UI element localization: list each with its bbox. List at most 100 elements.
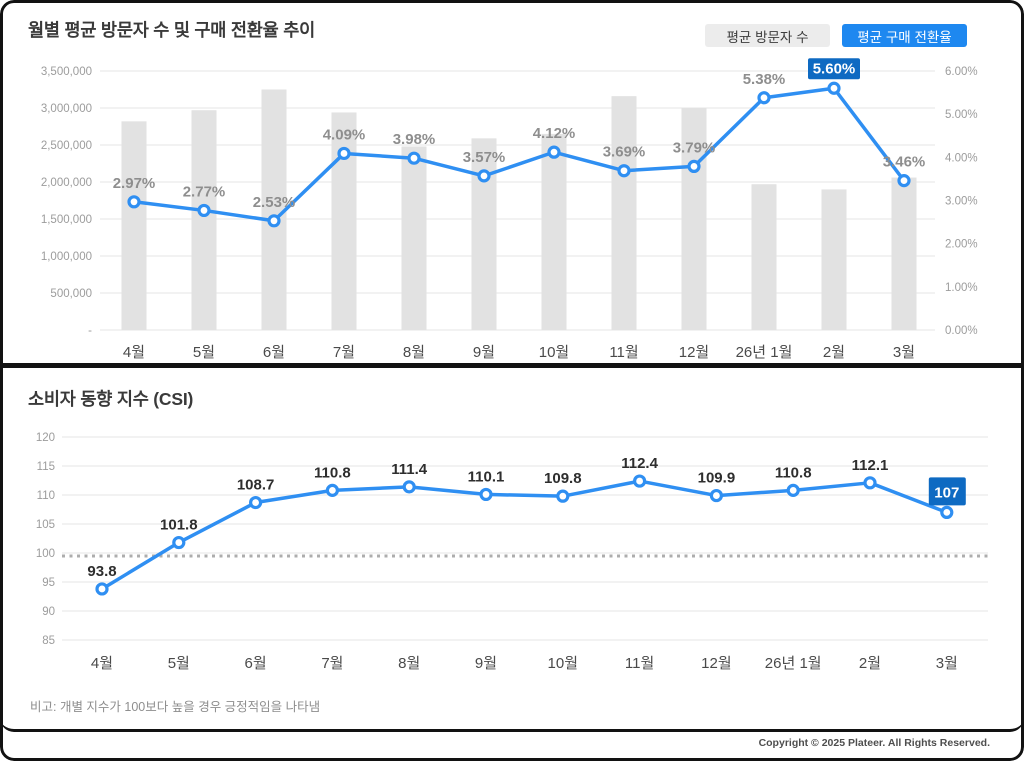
- x-axis-label: 10월: [548, 655, 579, 672]
- conversion-point[interactable]: [337, 146, 351, 161]
- x-axis-label: 5월: [168, 655, 190, 672]
- visitors-bar[interactable]: [191, 110, 217, 330]
- csi-label: 109.9: [698, 470, 736, 487]
- section-divider: [0, 363, 1024, 368]
- left-axis-tick: -: [88, 325, 92, 337]
- x-axis-label: 26년 1월: [736, 344, 793, 361]
- conversion-point[interactable]: [127, 195, 141, 209]
- right-axis-tick: 3.00%: [945, 196, 978, 208]
- x-axis-label: 9월: [473, 344, 495, 361]
- right-axis-tick: 0.00%: [945, 325, 978, 337]
- visitors-conversion-chart: 3,500,000 3,000,000 2,500,000 2,000,000 1,50…: [41, 58, 978, 361]
- conversion-label: 3.46%: [883, 154, 926, 171]
- csi-label: 109.8: [544, 470, 582, 487]
- x-axis-label: 8월: [403, 344, 425, 361]
- visitors-bar[interactable]: [681, 108, 707, 330]
- x-axis-label: 10월: [539, 344, 570, 361]
- conversion-point[interactable]: [407, 151, 421, 165]
- csi-point[interactable]: [95, 582, 109, 596]
- y-axis-tick: 95: [42, 577, 55, 589]
- visitors-bar[interactable]: [401, 146, 427, 330]
- copyright-text: Copyright © 2025 Plateer. All Rights Res…: [758, 737, 990, 749]
- csi-point[interactable]: [863, 476, 877, 490]
- left-axis-tick: 1,500,000: [41, 214, 92, 226]
- x-axis-label: 9월: [475, 655, 497, 672]
- left-axis-tick: 3,500,000: [41, 66, 92, 78]
- csi-point[interactable]: [249, 495, 263, 510]
- visitors-conversion-chart-title: 월별 평균 방문자 수 및 구매 전환율 추이: [28, 20, 316, 40]
- right-axis-tick: 4.00%: [945, 152, 978, 164]
- conversion-label: 4.09%: [323, 126, 366, 143]
- x-axis-label: 6월: [245, 655, 267, 672]
- csi-label: 110.8: [314, 464, 351, 481]
- csi-point[interactable]: [556, 489, 570, 503]
- legend-conversion-button[interactable]: 평균 구매 전환율: [842, 24, 967, 47]
- csi-point[interactable]: [402, 480, 416, 494]
- conversion-label: 2.97%: [113, 175, 156, 192]
- left-axis-tick: 1,000,000: [41, 251, 92, 263]
- conversion-point[interactable]: [617, 164, 631, 178]
- conversion-point[interactable]: [477, 169, 491, 183]
- csi-point[interactable]: [632, 474, 647, 488]
- visitors-bar[interactable]: [471, 138, 497, 330]
- conversion-point[interactable]: [757, 91, 771, 105]
- visitors-bar[interactable]: [751, 184, 777, 330]
- x-axis-label: 12월: [701, 655, 732, 672]
- y-axis-tick: 90: [42, 606, 55, 618]
- visitors-bar[interactable]: [891, 177, 917, 330]
- y-axis-tick: 85: [42, 635, 55, 647]
- visitors-bar[interactable]: [821, 189, 847, 330]
- x-axis-label: 6월: [263, 344, 285, 361]
- x-axis-label: 26년 1월: [765, 655, 822, 672]
- conversion-point[interactable]: [827, 81, 841, 95]
- csi-point[interactable]: [786, 483, 800, 497]
- csi-line: [101, 479, 948, 591]
- legend-visitors-button[interactable]: 평균 방문자 수: [705, 24, 830, 47]
- y-axis-tick: 105: [36, 519, 55, 531]
- csi-point[interactable]: [479, 487, 493, 502]
- csi-point[interactable]: [940, 505, 954, 520]
- conversion-point[interactable]: [687, 159, 701, 173]
- right-axis-tick: 5.00%: [945, 109, 978, 121]
- conversion-point[interactable]: [267, 214, 281, 228]
- csi-point[interactable]: [172, 535, 186, 550]
- csi-label: 110.8: [775, 464, 812, 481]
- right-axis-tick: 1.00%: [945, 282, 978, 294]
- visitors-bar[interactable]: [331, 112, 357, 330]
- conversion-point[interactable]: [197, 203, 211, 218]
- conversion-label: 3.57%: [463, 149, 506, 166]
- x-axis-label: 2월: [823, 344, 845, 361]
- y-axis-tick: 110: [37, 490, 55, 502]
- conversion-label: 3.98%: [393, 131, 436, 148]
- csi-point[interactable]: [709, 488, 724, 503]
- right-axis-tick: 6.00%: [945, 66, 978, 78]
- left-axis-tick: 2,500,000: [41, 140, 92, 152]
- left-axis-tick: 3,000,000: [41, 103, 92, 115]
- csi-chart-title: 소비자 동향 지수 (CSI): [28, 389, 194, 409]
- x-axis-label: 3월: [893, 344, 915, 361]
- x-axis-label: 11월: [609, 344, 638, 361]
- conversion-line: [133, 86, 906, 223]
- csi-label: 111.4: [391, 461, 428, 478]
- csi-point[interactable]: [325, 483, 339, 497]
- visitors-bar[interactable]: [261, 89, 287, 331]
- csi-label: 112.1: [852, 457, 889, 474]
- highlight-label-box: [928, 477, 966, 506]
- csi-label: 112.4: [621, 455, 658, 472]
- x-axis-label: 5월: [193, 344, 215, 361]
- visitors-bar[interactable]: [541, 133, 567, 330]
- visitors-bar[interactable]: [611, 96, 637, 330]
- csi-footnote: 비고: 개별 지수가 100보다 높을 경우 긍정적임을 나타냄: [30, 700, 321, 714]
- conversion-point[interactable]: [547, 145, 561, 159]
- left-axis-tick: 500,000: [50, 288, 92, 300]
- x-axis-label: 7월: [333, 344, 355, 361]
- conversion-point[interactable]: [897, 174, 911, 188]
- left-axis-tick: 2,000,000: [41, 177, 92, 189]
- csi-label-highlight: 107: [934, 484, 959, 501]
- visitors-bar[interactable]: [121, 121, 147, 330]
- csi-chart: 120 115 110 105 100 95 90 85 4월 5월 6월 7월 8월 9월 10월 11월 1…: [36, 432, 988, 672]
- x-axis-label: 11월: [625, 655, 654, 672]
- x-axis-label: 4월: [123, 344, 145, 361]
- x-axis-label: 2월: [859, 655, 881, 672]
